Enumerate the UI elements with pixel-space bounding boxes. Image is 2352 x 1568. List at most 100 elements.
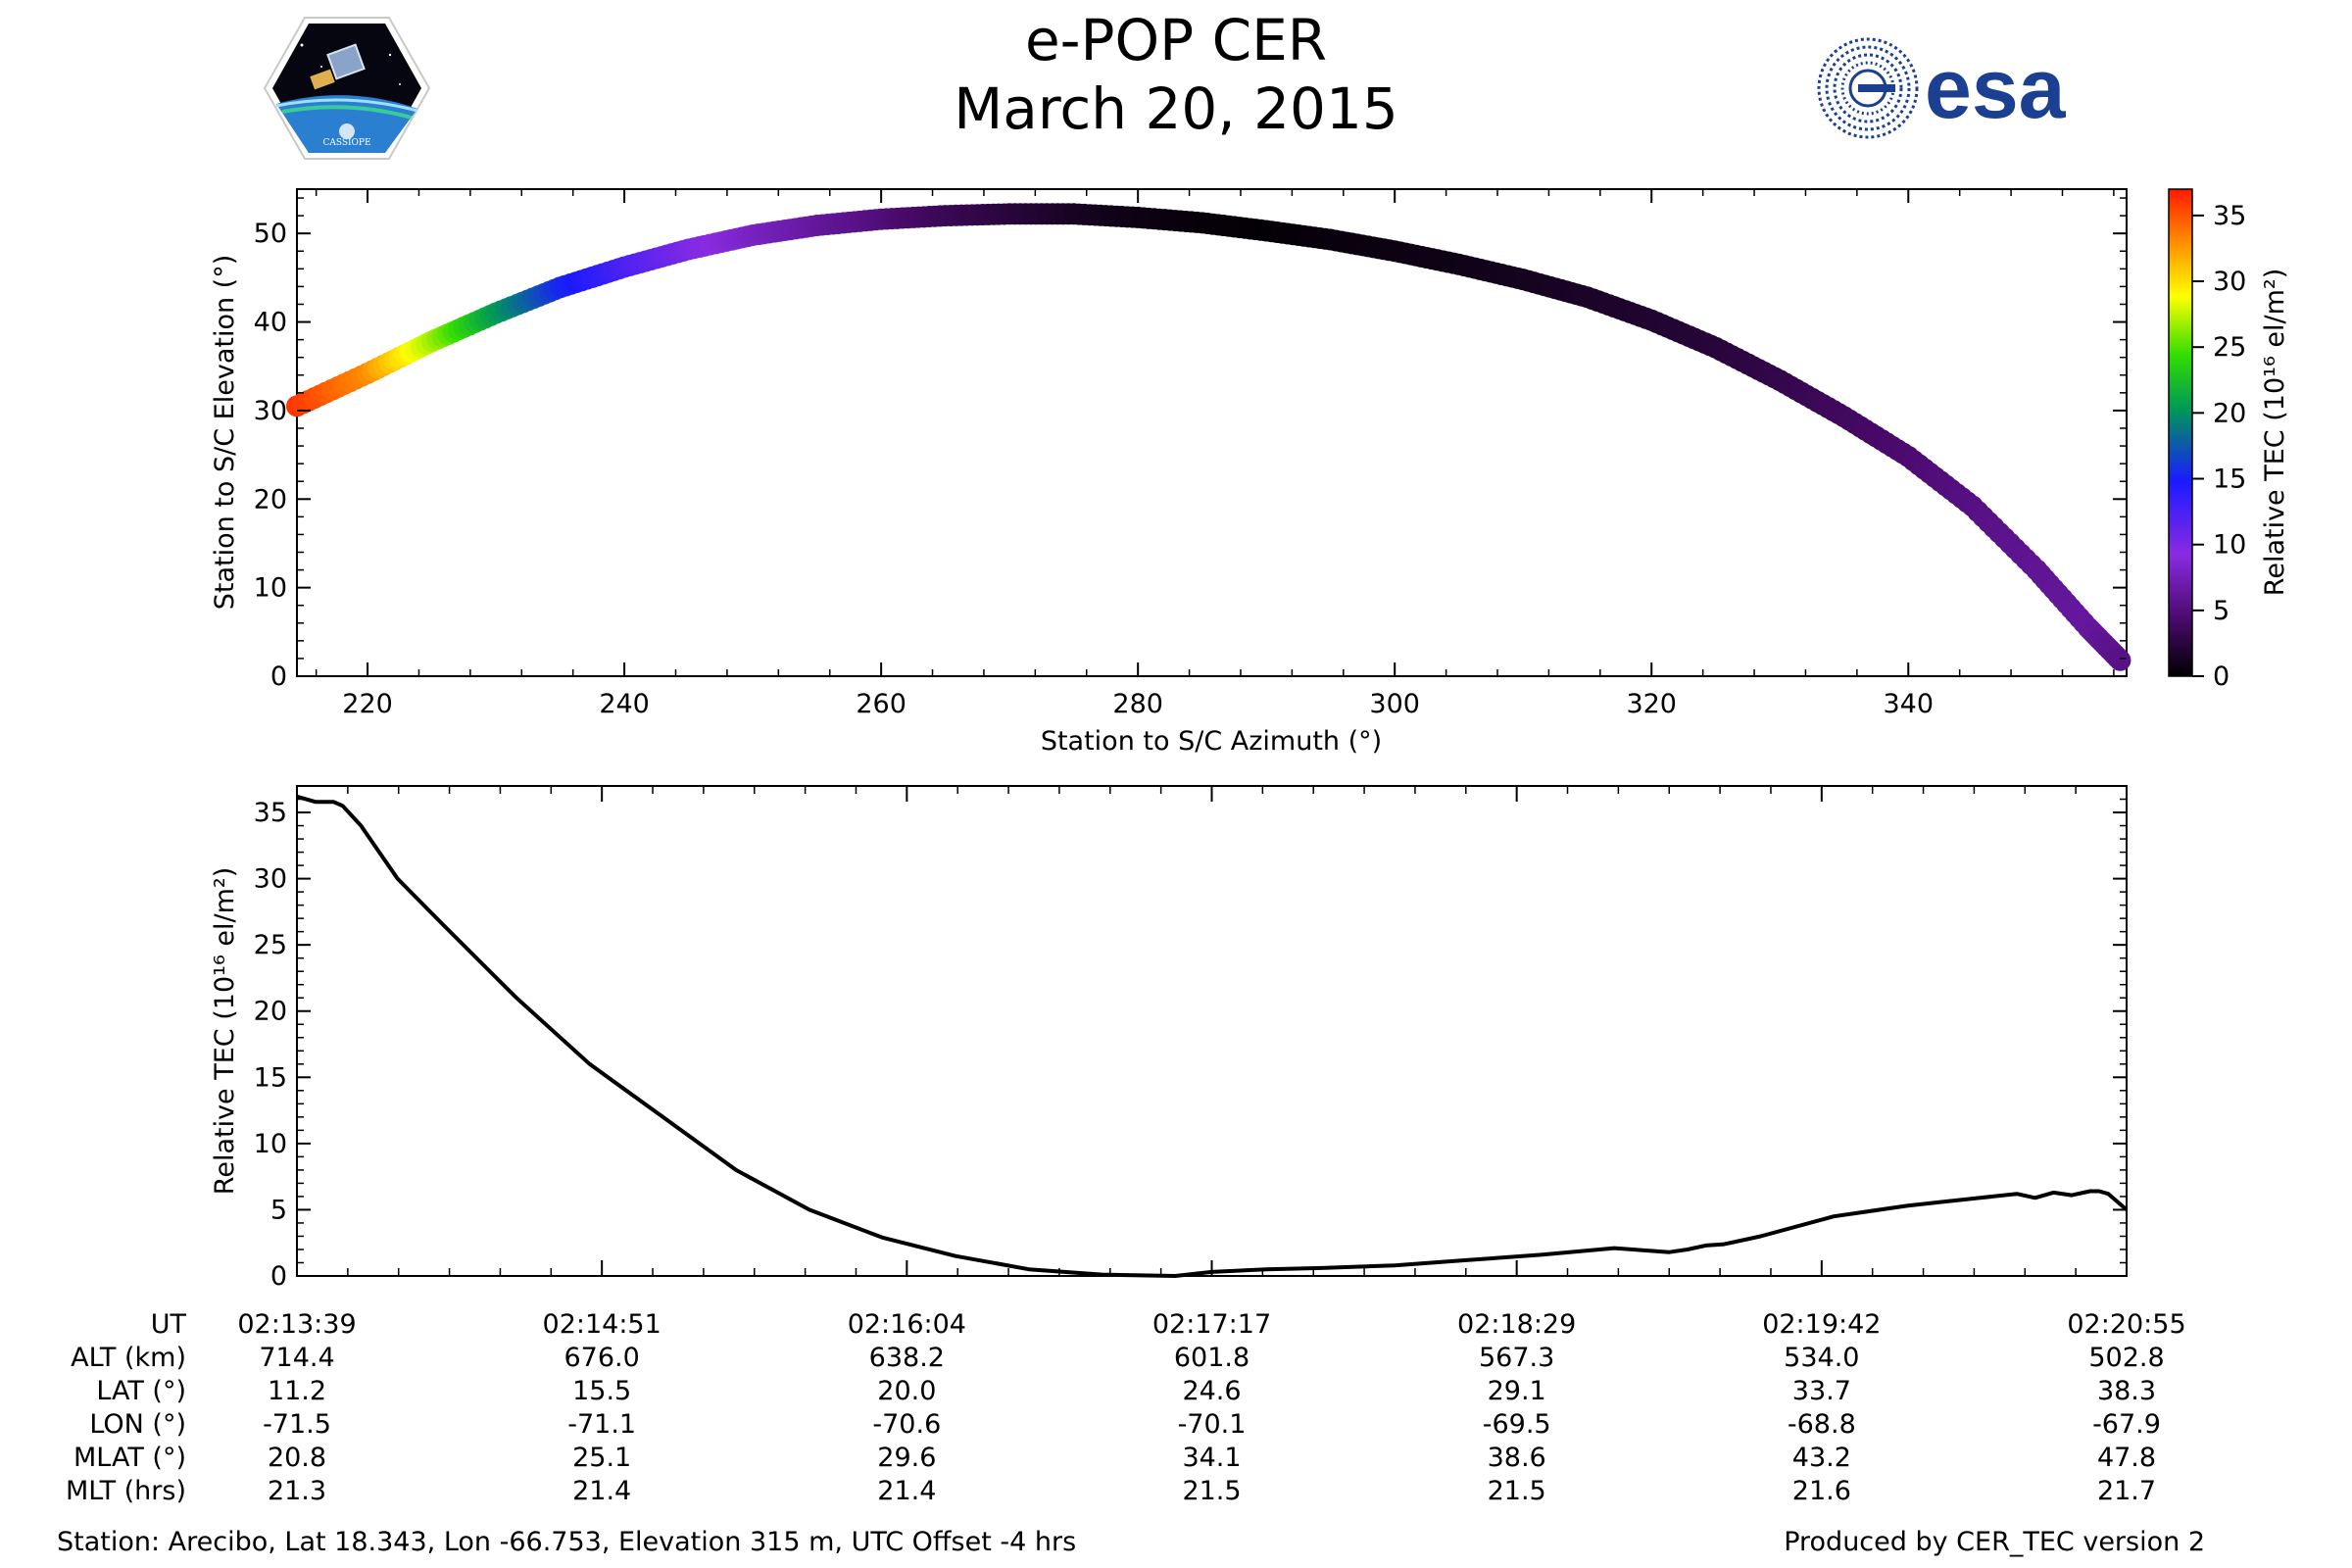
ephemeris-value: -69.5 <box>1482 1409 1551 1440</box>
ephemeris-value: 29.6 <box>877 1443 937 1473</box>
ephemeris-value: -67.9 <box>2092 1409 2161 1440</box>
ephemeris-value: 15.5 <box>572 1376 632 1406</box>
bottom-plot-frame <box>296 785 2128 1277</box>
ephemeris-value: 11.2 <box>267 1376 327 1406</box>
ephemeris-value: 676.0 <box>564 1343 640 1373</box>
y-tick-label: 50 <box>254 219 287 249</box>
x-tick-label: 280 <box>1112 689 1163 719</box>
bottom-y-axis-label: Relative TEC (10¹⁶ el/m²) <box>210 867 240 1195</box>
ephemeris-value: 21.4 <box>572 1476 632 1506</box>
ephemeris-value: 21.6 <box>1791 1476 1851 1506</box>
ephemeris-value: -70.6 <box>872 1409 942 1440</box>
x-tick-label: 300 <box>1369 689 1420 719</box>
satellite-track <box>286 203 2132 671</box>
ephemeris-time-value: 02:14:51 <box>542 1309 662 1340</box>
colorbar-tick-label: 20 <box>2213 398 2246 428</box>
x-tick-label: 240 <box>599 689 650 719</box>
ephemeris-value: 29.1 <box>1487 1376 1546 1406</box>
colorbar-tick-label: 35 <box>2213 201 2246 231</box>
y-tick-label: 30 <box>254 864 287 895</box>
title-line-1: e-POP CER <box>1024 7 1328 74</box>
ephemeris-value: 567.3 <box>1479 1343 1555 1373</box>
produced-by: Produced by CER_TEC version 2 <box>1784 1527 2205 1557</box>
y-tick-label: 15 <box>254 1062 287 1093</box>
y-tick-label: 10 <box>254 573 287 604</box>
ephemeris-value: 20.0 <box>877 1376 937 1406</box>
ephemeris-value: -71.1 <box>567 1409 637 1440</box>
ephemeris-row-label: LON (°) <box>89 1409 186 1440</box>
colorbar-tick-label: 15 <box>2213 465 2246 495</box>
x-tick-label: 320 <box>1626 689 1677 719</box>
colorbar-tick-label: 30 <box>2213 267 2246 297</box>
ephemeris-value: 38.6 <box>1487 1443 1546 1473</box>
ephemeris-value: 43.2 <box>1791 1443 1851 1473</box>
y-tick-label: 0 <box>270 662 287 692</box>
ephemeris-row-label: MLAT (°) <box>74 1443 186 1473</box>
y-tick-label: 35 <box>254 798 287 828</box>
page-title: e-POP CER March 20, 2015 <box>686 6 1666 143</box>
y-tick-label: 5 <box>270 1195 287 1225</box>
x-tick-label: 260 <box>856 689 906 719</box>
colorbar-label: Relative TEC (10¹⁶ el/m²) <box>2260 269 2290 596</box>
ephemeris-value: 601.8 <box>1173 1343 1250 1373</box>
ephemeris-value: 20.8 <box>267 1443 327 1473</box>
top-y-axis-label: Station to S/C Elevation (°) <box>210 255 240 611</box>
ephemeris-time-value: 02:19:42 <box>1762 1309 1882 1340</box>
ephemeris-time-value: 02:16:04 <box>847 1309 966 1340</box>
top-y-ticks: 0 10 20 30 40 50 <box>254 197 2127 692</box>
ephemeris-value: 38.3 <box>2096 1376 2157 1406</box>
cassiope-logo-text: CASSIOPE <box>322 138 370 148</box>
y-tick-label: 0 <box>270 1261 287 1292</box>
cassiope-logo: CASSIOPE <box>263 17 431 160</box>
ephemeris-value: -70.1 <box>1177 1409 1247 1440</box>
ephemeris-value: 25.1 <box>572 1443 632 1473</box>
ephemeris-row-label: MLT (hrs) <box>65 1476 186 1506</box>
colorbar-tick-label: 10 <box>2213 530 2246 561</box>
top-x-axis-label: Station to S/C Azimuth (°) <box>1041 726 1382 757</box>
ephemeris-value: 34.1 <box>1182 1443 1242 1473</box>
y-tick-label: 20 <box>254 484 287 514</box>
ephemeris-value: 638.2 <box>868 1343 945 1373</box>
ephemeris-value: 33.7 <box>1791 1376 1851 1406</box>
bottom-y-ticks: 0 5 10 15 20 25 30 35 <box>254 798 2127 1292</box>
ephemeris-time-value: 02:20:55 <box>2067 1309 2186 1340</box>
y-tick-label: 40 <box>254 308 287 338</box>
esa-logo-text: esa <box>1925 42 2067 136</box>
ephemeris-value: 21.4 <box>877 1476 937 1506</box>
ephemeris-value: 534.0 <box>1784 1343 1860 1373</box>
ephemeris-value: 21.5 <box>1182 1476 1242 1506</box>
ephemeris-time-value: 02:13:39 <box>237 1309 357 1340</box>
ephemeris-value: -71.5 <box>263 1409 331 1440</box>
colorbar-tick-label: 0 <box>2213 662 2230 692</box>
elevation-azimuth-plot: 220 240 260 280 300 320 340 0 10 20 30 40 50 Statio… <box>210 188 2132 757</box>
ephemeris-row-label: ALT (km) <box>71 1343 186 1373</box>
colorbar-gradient <box>2168 188 2193 677</box>
ephemeris-value: 502.8 <box>2088 1343 2165 1373</box>
ephemeris-value: 21.3 <box>267 1476 327 1506</box>
title-line-2: March 20, 2015 <box>954 75 1398 142</box>
ephemeris-value: 714.4 <box>259 1343 335 1373</box>
station-info: Station: Arecibo, Lat 18.343, Lon -66.75… <box>57 1527 1077 1557</box>
tec-series-line <box>296 794 2129 1278</box>
top-x-ticks: 220 240 260 280 300 320 340 <box>315 189 2115 719</box>
ephemeris-value: 47.8 <box>2096 1443 2157 1473</box>
y-tick-label: 20 <box>254 997 287 1027</box>
x-tick-label: 220 <box>342 689 393 719</box>
ephemeris-value: 21.5 <box>1487 1476 1546 1506</box>
colorbar-ticks: 0 5 10 15 20 25 30 35 <box>2192 201 2246 692</box>
ephemeris-row-label: UT <box>150 1309 186 1340</box>
ephemeris-time-value: 02:17:17 <box>1152 1309 1272 1340</box>
y-tick-label: 30 <box>254 396 287 426</box>
colorbar-tick-label: 5 <box>2213 596 2230 626</box>
colorbar: 0 5 10 15 20 25 30 35 Relative TEC (10¹⁶ el/m²) <box>2168 188 2290 692</box>
colorbar-tick-label: 25 <box>2213 332 2246 363</box>
ephemeris-value: -68.8 <box>1787 1409 1856 1440</box>
ephemeris-value: 24.6 <box>1182 1376 1242 1406</box>
y-tick-label: 25 <box>254 930 287 960</box>
tec-time-plot: 0 5 10 15 20 25 30 35 Relative TEC (10¹⁶ el/m²) <box>210 785 2129 1292</box>
ephemeris-time-value: 02:18:29 <box>1457 1309 1577 1340</box>
track-point <box>2109 649 2132 671</box>
ephemeris-value: 21.7 <box>2096 1476 2157 1506</box>
y-tick-label: 10 <box>254 1129 287 1159</box>
